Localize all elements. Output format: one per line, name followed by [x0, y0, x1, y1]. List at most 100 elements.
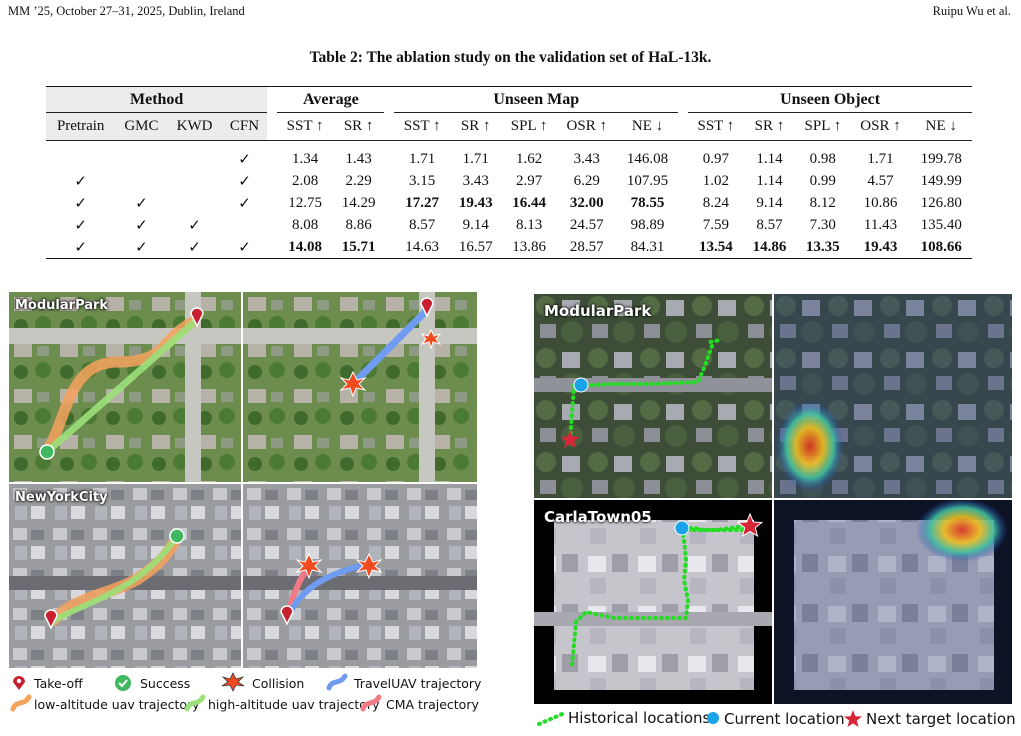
- metric-cell: 7.59: [702, 217, 730, 233]
- legend-cma: CMA trajectory: [386, 697, 479, 712]
- metric-cell: 7.30: [809, 217, 836, 233]
- collision-marker-icon: [295, 552, 323, 580]
- metric-cell: 6.29: [573, 173, 600, 189]
- high-altitude-trajectory: [49, 534, 180, 625]
- metric-cell: 1.14: [756, 151, 783, 168]
- legend-next-target: Next target location: [866, 710, 1016, 728]
- table-caption: Table 2: The ablation study on the valid…: [309, 49, 712, 66]
- col-avg-sst: SST ↑: [277, 112, 333, 141]
- metric-cell: 19.43: [458, 195, 493, 211]
- legend-collision: Collision: [252, 676, 305, 691]
- metric-cell: 1.02: [702, 173, 730, 189]
- historical-locations-path: [568, 338, 722, 442]
- ablation-table: Method Average Unseen Map Unseen Object …: [46, 86, 972, 259]
- metric-cell: 146.08: [626, 151, 669, 168]
- cma-legend-icon: [360, 694, 382, 712]
- running-head-right: Ruipu Wu et al.: [932, 4, 1011, 18]
- metric-cell: 16.44: [512, 195, 546, 211]
- legend-low-altitude: low-altitude uav trajectory: [34, 697, 200, 712]
- metric-cell: 32.00: [569, 195, 604, 211]
- method-check-cell: ✓: [188, 218, 201, 234]
- col-map-osr: OSR ↑: [556, 112, 617, 141]
- col-obj-spl: SPL ↑: [795, 112, 851, 141]
- method-check-cell: ✓: [74, 218, 87, 234]
- heatmap-image: [774, 500, 1012, 704]
- map-label-modularpark-right: ModularPark: [544, 302, 652, 320]
- legend-takeoff: Take-off: [34, 676, 83, 691]
- method-check-cell: ✓: [238, 152, 251, 169]
- map-label-carlatown: CarlaTown05: [544, 508, 652, 526]
- right-map-carlatown-path: CarlaTown05: [534, 500, 772, 704]
- heatmap-image: [774, 294, 1012, 498]
- metric-cell: 13.54: [688, 236, 744, 259]
- col-obj-sr: SR ↑: [743, 112, 796, 141]
- col-obj-sst: SST ↑: [688, 112, 744, 141]
- group-method: Method: [46, 86, 268, 113]
- metric-cell: 2.97: [515, 173, 543, 189]
- next-target-legend-icon: [844, 710, 862, 727]
- left-map-newyorkcity-1: NewYorkCity: [9, 484, 241, 668]
- historical-locations-path: [570, 523, 752, 668]
- metric-cell: 8.08: [291, 217, 319, 233]
- method-check-cell: ✓: [46, 236, 116, 259]
- metric-cell: 8.12: [809, 195, 836, 211]
- satellite-image: [534, 294, 772, 498]
- metric-cell: 14.29: [341, 195, 376, 211]
- col-map-spl: SPL ↑: [501, 112, 557, 141]
- metric-cell: 199.78: [920, 151, 962, 168]
- legend-current: Current location: [724, 710, 845, 728]
- group-unseen-map: Unseen Map: [394, 86, 679, 113]
- running-head-left: MM ’25, October 27–31, 2025, Dublin, Ire…: [8, 4, 245, 18]
- metric-cell: 0.98: [809, 151, 836, 168]
- metric-cell: 28.57: [556, 236, 617, 259]
- table-row: ✓ ✓ ✓ ✓ 14.08 15.71 14.63 16.57 13.86 28.57 84.31 1…: [46, 236, 972, 259]
- metric-cell: 108.66: [910, 236, 972, 259]
- metric-cell: 9.14: [462, 217, 489, 233]
- historical-legend-icon: [537, 710, 568, 726]
- current-legend-icon: [707, 712, 719, 724]
- success-legend-icon: [115, 675, 131, 691]
- metric-cell: 8.57: [409, 217, 436, 233]
- current-location-marker-icon: [674, 520, 690, 536]
- col-obj-osr: OSR ↑: [850, 112, 911, 141]
- metric-cell: 1.43: [345, 151, 372, 168]
- satellite-image: [534, 500, 772, 704]
- method-check-cell: ✓: [135, 196, 148, 212]
- method-check-cell: ✓: [135, 218, 148, 234]
- right-map-modularpark-path: ModularPark: [534, 294, 772, 498]
- col-pretrain: Pretrain: [46, 112, 116, 141]
- metric-cell: 8.13: [515, 217, 543, 233]
- col-avg-sr: SR ↑: [332, 112, 385, 141]
- method-check-cell: ✓: [221, 236, 268, 259]
- collision-marker-icon: [339, 370, 367, 398]
- collision-marker-icon: [420, 328, 442, 350]
- method-check-cell: ✓: [115, 236, 168, 259]
- takeoff-marker-icon: [44, 609, 58, 630]
- takeoff-legend-icon: [13, 676, 25, 690]
- metric-cell: 2.08: [291, 173, 319, 189]
- metric-cell: 3.15: [409, 173, 436, 189]
- low-altitude-legend-icon: [10, 694, 32, 712]
- metric-cell: 8.57: [756, 217, 783, 233]
- col-map-sr: SR ↑: [449, 112, 502, 141]
- metric-cell: 14.86: [743, 236, 796, 259]
- col-map-sst: SST ↑: [394, 112, 450, 141]
- method-check-cell: ✓: [167, 236, 222, 259]
- left-map-modularpark-1: ModularPark: [9, 292, 241, 482]
- group-average: Average: [277, 86, 385, 113]
- legend-high-altitude: high-altitude uav trajectory: [208, 697, 380, 712]
- method-check-cell: ✓: [74, 196, 87, 212]
- metric-cell: 4.57: [867, 173, 894, 189]
- table-row: ✓ ✓ ✓ 8.08 8.86 8.57 9.14 8.13 24.57 98.89 7.59 8.5…: [46, 215, 972, 237]
- table-row: ✓ ✓ 2.08 2.29 3.15 3.43 2.97 6.29 107.95 1.02 1.14…: [46, 171, 972, 193]
- attention-hotspot: [916, 500, 1008, 562]
- attention-hotspot: [776, 400, 844, 492]
- metric-cell: 9.14: [756, 195, 783, 211]
- method-check-cell: [115, 141, 167, 171]
- table-row: ✓ ✓ ✓ 12.75 14.29 17.27 19.43 16.44 32.00 78.55 8.…: [46, 193, 972, 215]
- metric-cell: 13.35: [795, 236, 851, 259]
- map-label-modularpark: ModularPark: [15, 298, 109, 313]
- right-map-modularpark-heatmap: [774, 294, 1012, 498]
- method-check-cell: ✓: [74, 174, 87, 190]
- metric-cell: 1.71: [462, 151, 489, 168]
